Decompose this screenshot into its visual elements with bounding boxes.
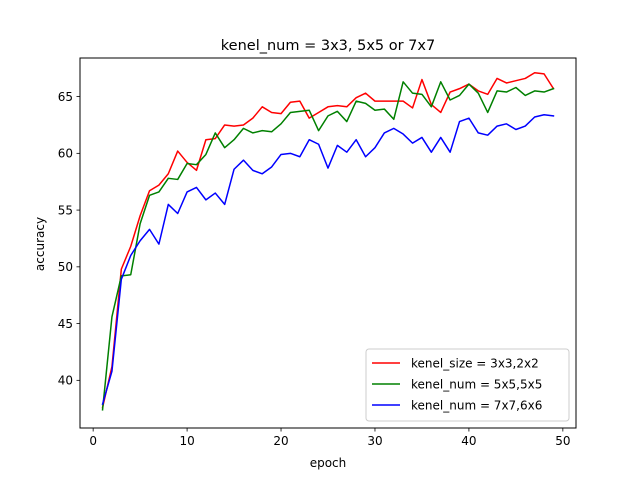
y-axis-ticks: 40 45 50 55 60 65 — [58, 90, 80, 388]
x-tick-label: 40 — [461, 434, 476, 448]
y-tick-label: 40 — [58, 374, 73, 388]
legend-label-1: kenel_size = 3x3,2x2 — [411, 356, 539, 370]
x-tick-label: 30 — [367, 434, 382, 448]
plot-frame — [79, 57, 577, 429]
x-tick-label: 10 — [179, 434, 194, 448]
x-axis-ticks: 0 10 20 30 40 50 — [89, 428, 570, 448]
x-tick-label: 0 — [89, 434, 97, 448]
legend: kenel_size = 3x3,2x2 kenel_num = 5x5,5x5 k… — [365, 348, 570, 422]
y-axis-label: accuracy — [33, 217, 47, 271]
y-tick-label: 45 — [58, 317, 73, 331]
y-tick-label: 65 — [58, 90, 73, 104]
legend-label-2: kenel_num = 5x5,5x5 — [411, 377, 542, 391]
chart-title: kenel_num = 3x3, 5x5 or 7x7 — [221, 38, 435, 54]
x-tick-label: 50 — [555, 434, 570, 448]
series-line-1 — [101, 72, 555, 409]
legend-label-3: kenel_num = 7x7,6x6 — [411, 398, 542, 412]
x-axis-label: epoch — [310, 456, 347, 470]
y-tick-label: 55 — [58, 203, 73, 217]
x-tick-label: 20 — [273, 434, 288, 448]
series-line-3 — [101, 114, 555, 406]
y-tick-label: 60 — [58, 147, 73, 161]
series-line-2 — [101, 81, 555, 411]
y-tick-label: 50 — [58, 260, 73, 274]
legend-box — [365, 348, 570, 422]
plot-lines — [101, 72, 555, 411]
